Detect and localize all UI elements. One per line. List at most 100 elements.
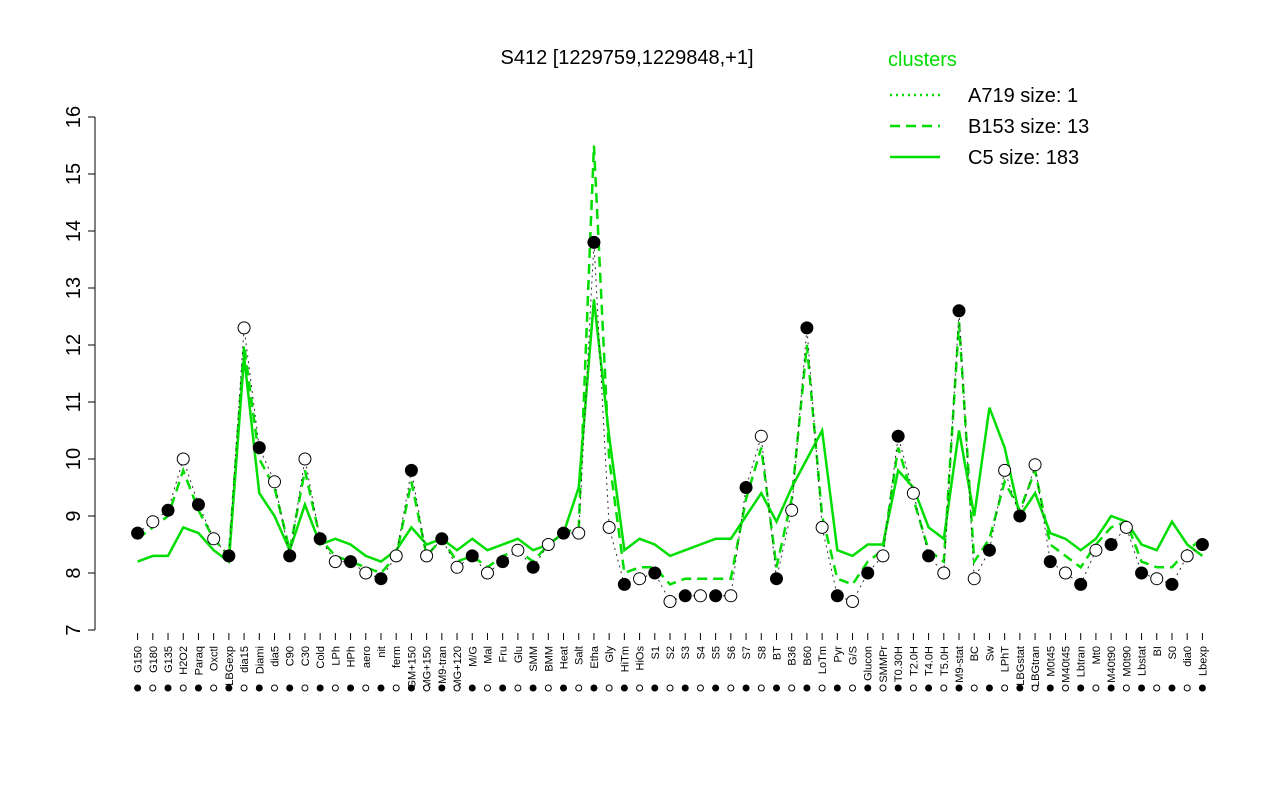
data-point [450, 560, 464, 574]
data-point [389, 549, 403, 563]
x-tick-label: LBGexp [224, 646, 236, 686]
x-tick-label: Fru [498, 646, 510, 663]
x-marker [240, 684, 248, 692]
data-point [861, 566, 875, 580]
x-tick-label: T4.0H [924, 646, 936, 676]
x-tick-label: dia15 [239, 646, 251, 673]
x-marker [575, 684, 583, 692]
data-point [496, 555, 510, 569]
x-marker [301, 684, 309, 692]
x-tick-label: Pyr [832, 646, 844, 663]
x-tick-label: nit [376, 646, 388, 658]
data-point [374, 572, 388, 586]
x-marker [651, 684, 659, 692]
x-tick-label: LoTm [817, 646, 829, 674]
x-marker [727, 684, 735, 692]
data-point [1043, 555, 1057, 569]
x-tick-label: Cold [315, 646, 327, 669]
x-tick-label: S5 [711, 646, 723, 659]
x-marker [818, 684, 826, 692]
x-tick-label: G135 [163, 646, 175, 673]
x-marker [1077, 684, 1085, 692]
x-marker [1092, 684, 1100, 692]
data-point [298, 452, 312, 466]
x-marker [1153, 684, 1161, 692]
x-marker [544, 684, 552, 692]
x-marker [1183, 684, 1191, 692]
x-marker [529, 684, 537, 692]
x-marker [560, 684, 568, 692]
x-marker [985, 684, 993, 692]
x-tick-label: S7 [741, 646, 753, 659]
data-point [754, 429, 768, 443]
data-point [693, 589, 707, 603]
x-tick-label: M0t90 [1121, 646, 1133, 677]
data-point [420, 549, 434, 563]
legend-title: clusters [888, 49, 957, 71]
x-marker [134, 684, 142, 692]
data-point [480, 566, 494, 580]
x-marker [514, 684, 522, 692]
x-marker [316, 684, 324, 692]
x-marker [788, 684, 796, 692]
data-point [146, 515, 160, 529]
data-point [648, 566, 662, 580]
data-point [1165, 577, 1179, 591]
x-marker [164, 684, 172, 692]
x-tick-label: HiTm [619, 646, 631, 672]
data-point [617, 577, 631, 591]
x-marker [255, 684, 263, 692]
legend-label: B153 size: 13 [968, 116, 1089, 138]
y-tick-label: 7 [63, 624, 85, 635]
data-point [815, 520, 829, 534]
x-marker [666, 684, 674, 692]
data-point [587, 235, 601, 249]
x-marker [1016, 684, 1024, 692]
x-marker [1061, 684, 1069, 692]
x-tick-label: aero [361, 646, 373, 668]
x-tick-label: LPhT [1000, 646, 1012, 673]
x-tick-label: Lbtran [1076, 646, 1088, 677]
x-tick-label: S1 [650, 646, 662, 659]
x-tick-label: SMMPr [878, 646, 890, 683]
x-tick-label: BT [771, 646, 783, 660]
x-tick-label: M40t45 [1060, 646, 1072, 683]
data-point [906, 486, 920, 500]
data-point [541, 538, 555, 551]
data-point [663, 595, 677, 608]
data-point [602, 520, 616, 534]
data-point [633, 572, 647, 586]
legend-label: C5 size: 183 [968, 147, 1079, 169]
x-marker [1046, 684, 1054, 692]
x-tick-label: GM+150 [406, 646, 418, 689]
x-tick-label: M0t45 [1045, 646, 1057, 677]
x-tick-label: Glucon [863, 646, 875, 681]
x-marker [499, 684, 507, 692]
data-point [526, 560, 540, 574]
y-tick-label: 11 [63, 392, 85, 413]
x-marker [955, 684, 963, 692]
x-marker [712, 684, 720, 692]
x-tick-label: ferm [391, 646, 403, 668]
data-point [724, 589, 738, 603]
data-point [922, 549, 936, 563]
data-point [359, 566, 373, 580]
data-point [557, 526, 571, 540]
x-marker [392, 684, 400, 692]
x-tick-label: S2 [665, 646, 677, 659]
data-point [191, 498, 205, 512]
x-tick-label: T0.30H [893, 646, 905, 682]
x-marker [1031, 684, 1039, 692]
x-tick-label: M40t90 [1106, 646, 1118, 683]
x-tick-label: G150 [133, 646, 145, 673]
x-tick-label: C90 [285, 646, 297, 666]
data-point [207, 532, 221, 546]
data-point [1119, 520, 1133, 534]
x-marker [590, 684, 598, 692]
data-point [678, 589, 692, 603]
data-point [465, 549, 479, 563]
data-point [222, 549, 236, 563]
x-marker [483, 684, 491, 692]
x-tick-label: Mal [482, 646, 494, 664]
x-marker [1138, 684, 1146, 692]
